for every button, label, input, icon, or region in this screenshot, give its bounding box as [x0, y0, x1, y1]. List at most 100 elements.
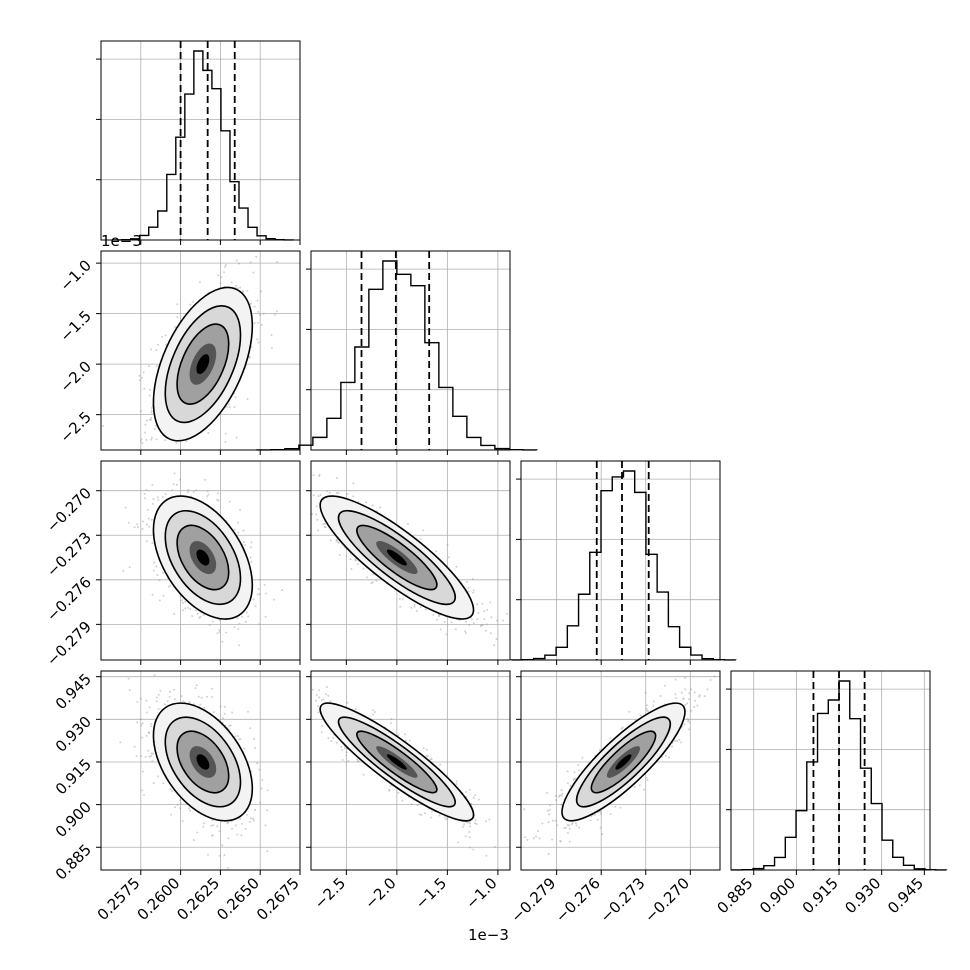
sample-point: [156, 574, 159, 576]
sample-point: [249, 556, 252, 559]
sample-point: [684, 704, 687, 706]
sample-point: [141, 736, 144, 739]
sample-point: [228, 500, 231, 503]
sample-point: [397, 791, 400, 794]
sample-point: [173, 688, 176, 691]
sample-point: [189, 608, 192, 611]
sample-point: [235, 259, 238, 262]
sample-point: [148, 394, 151, 397]
sample-point: [127, 521, 130, 524]
sample-point: [474, 819, 477, 822]
sample-point: [221, 844, 224, 847]
sample-point: [239, 817, 242, 820]
sample-point: [249, 302, 252, 305]
sample-point: [483, 610, 486, 613]
sample-point: [379, 506, 381, 509]
sample-point: [181, 601, 184, 604]
sample-point: [356, 563, 359, 566]
sample-point: [191, 615, 194, 617]
sample-point: [419, 538, 422, 540]
sample-point: [600, 812, 603, 815]
sample-point: [257, 588, 260, 591]
sample-point: [472, 796, 475, 799]
sample-point: [485, 623, 488, 626]
sample-point: [430, 810, 433, 813]
sample-point: [329, 700, 332, 703]
sample-point: [260, 323, 263, 326]
sample-point: [175, 483, 178, 486]
sample-point: [236, 735, 239, 737]
sample-point: [481, 602, 484, 605]
sample-point: [244, 620, 247, 623]
sample-point: [200, 696, 203, 699]
sample-point: [471, 578, 474, 580]
sample-point: [270, 347, 273, 350]
sample-point: [316, 518, 319, 521]
sample-point: [346, 701, 349, 704]
joint-panel-3-1: [96, 460, 301, 665]
sample-point: [254, 747, 257, 750]
sample-point: [178, 799, 181, 802]
sample-point: [472, 589, 475, 592]
sample-point: [315, 513, 318, 516]
sample-point: [474, 794, 477, 797]
sample-point: [464, 835, 467, 838]
sample-point: [568, 840, 571, 843]
sample-point: [231, 827, 233, 830]
sample-point: [545, 792, 548, 794]
sample-point: [167, 585, 170, 588]
sample-point: [241, 822, 243, 825]
sample-point: [142, 520, 144, 523]
sample-point: [425, 754, 428, 757]
sample-point: [144, 423, 147, 426]
sample-point: [212, 711, 215, 714]
sample-point: [151, 760, 154, 763]
sample-point: [238, 644, 240, 647]
sample-point: [370, 582, 373, 585]
sample-point: [198, 616, 201, 619]
sample-point: [674, 678, 677, 681]
sample-point: [192, 839, 195, 841]
sample-point: [472, 622, 475, 624]
sample-point: [319, 494, 322, 496]
sample-point: [155, 349, 158, 352]
sample-point: [152, 752, 155, 755]
sample-point: [247, 615, 250, 618]
sample-point: [237, 521, 239, 524]
sample-point: [235, 436, 238, 439]
sample-point: [266, 789, 269, 792]
sample-point: [148, 388, 151, 391]
sample-point: [227, 866, 230, 869]
sample-point: [212, 824, 215, 827]
sample-point: [425, 748, 428, 751]
sample-point: [317, 711, 320, 714]
sample-point: [152, 498, 155, 500]
sample-point: [241, 615, 243, 618]
sample-point: [237, 287, 240, 290]
sample-point: [146, 509, 149, 511]
sample-point: [467, 821, 470, 824]
sample-point: [206, 495, 208, 498]
sample-point: [619, 806, 622, 809]
sample-point: [195, 684, 198, 687]
sample-point: [408, 739, 411, 742]
joint-panel-3-2: [306, 460, 511, 665]
joint-panel-4-1: [96, 670, 301, 875]
sample-point: [217, 274, 219, 277]
grid-lines: [311, 251, 510, 450]
sample-point: [218, 629, 221, 632]
sample-point: [335, 476, 338, 479]
sample-point: [429, 816, 432, 819]
marginal-hist-3: [510, 460, 737, 665]
sample-point: [575, 822, 577, 825]
sample-point: [174, 806, 176, 809]
sample-point: [124, 506, 127, 509]
sample-point: [259, 313, 262, 316]
sample-point: [102, 424, 105, 427]
sample-point: [397, 734, 400, 737]
sample-point: [235, 284, 238, 287]
sample-point: [146, 523, 148, 526]
sample-point: [173, 472, 176, 475]
sample-point: [439, 763, 442, 766]
